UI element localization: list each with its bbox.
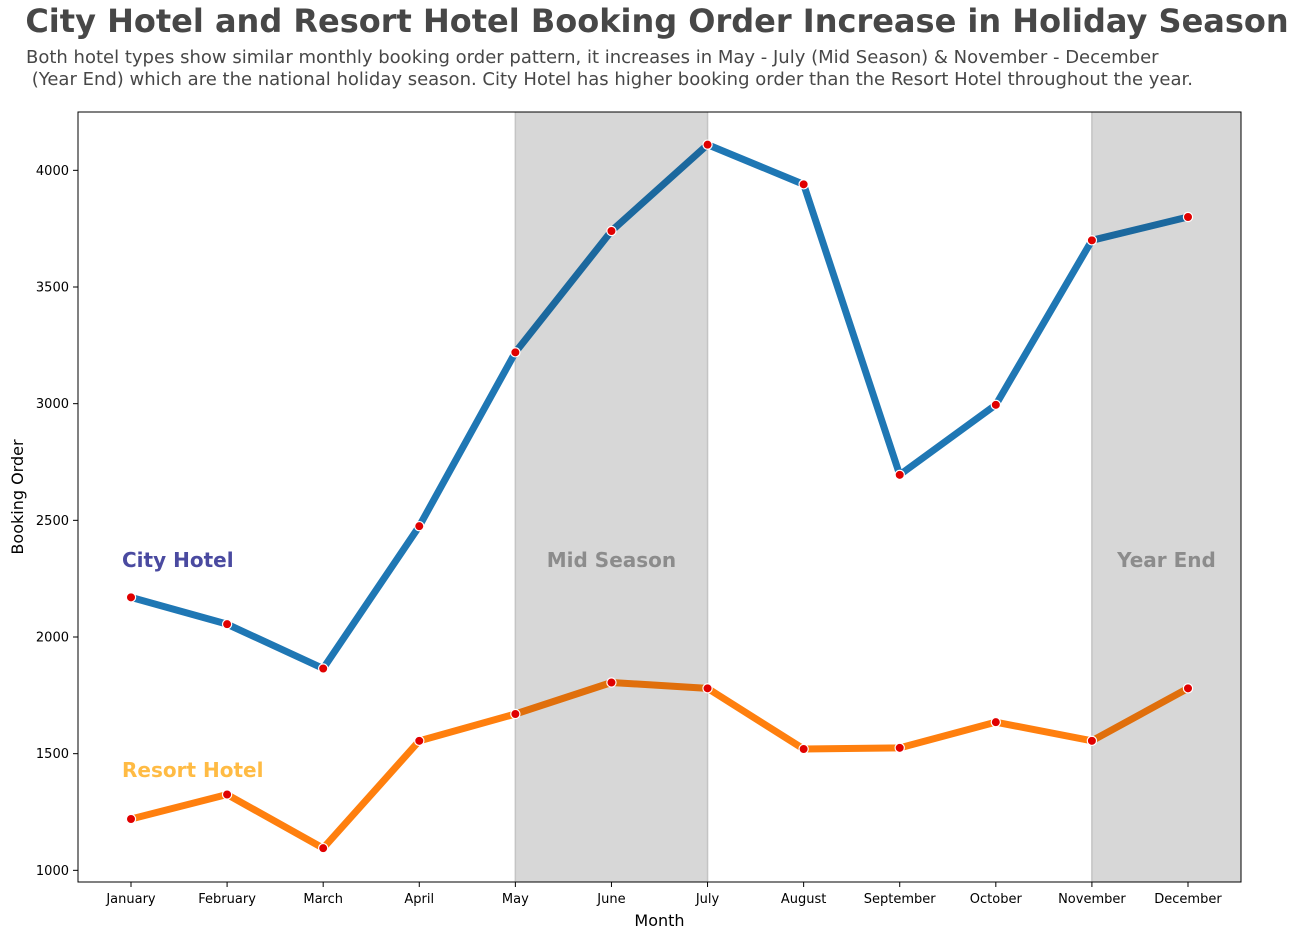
x-tick-label: April (404, 892, 434, 907)
data-point-resort-hotel (894, 742, 905, 754)
data-point-city-hotel (702, 139, 713, 150)
data-point-city-hotel (894, 469, 905, 481)
series-line-resort-hotel (130, 679, 1190, 852)
x-axis-label: Month (634, 911, 684, 930)
shaded-region-mid-season (515, 112, 708, 882)
chart-title: City Hotel and Resort Hotel Booking Orde… (25, 2, 1289, 40)
plot-frame (77, 111, 1242, 883)
y-axis-label: Booking Order (8, 439, 27, 555)
data-point-city-hotel (1182, 211, 1194, 223)
shaded-region-label: Year End (1116, 548, 1216, 572)
y-tick-label: 2500 (36, 514, 69, 529)
data-point-city-hotel (606, 225, 617, 237)
data-point-resort-hotel (1086, 735, 1098, 747)
shaded-region-label: Mid Season (547, 548, 676, 572)
series-label: Resort Hotel (122, 758, 263, 782)
x-tick-label: July (695, 892, 720, 907)
data-point-city-hotel (125, 592, 137, 603)
x-tick-label: September (864, 892, 937, 907)
x-tick-label: March (303, 892, 343, 907)
data-point-city-hotel (1086, 235, 1098, 246)
y-tick-label: 1000 (36, 864, 69, 879)
shaded-region-year-end (1091, 112, 1241, 882)
y-tick-label: 2000 (36, 631, 69, 646)
data-point-city-hotel (317, 663, 329, 674)
data-point-resort-hotel (317, 842, 329, 854)
series-label: City Hotel (122, 548, 234, 572)
series-line-shaded-resort-hotel (1090, 685, 1190, 744)
data-point-resort-hotel (702, 683, 713, 694)
data-point-resort-hotel (510, 708, 521, 720)
data-point-city-hotel (221, 618, 233, 630)
data-point-resort-hotel (1182, 683, 1194, 694)
x-tick-label: February (198, 892, 256, 907)
x-tick-label: October (970, 892, 1023, 907)
y-tick-label: 3500 (36, 281, 69, 296)
data-point-city-hotel (990, 399, 1002, 411)
data-point-city-hotel (510, 347, 521, 358)
data-point-resort-hotel (125, 813, 137, 825)
data-point-city-hotel (414, 520, 425, 532)
x-tick-label: June (596, 892, 625, 907)
x-tick-label: January (105, 892, 156, 907)
series-line-shaded-city-hotel (1091, 213, 1189, 244)
x-tick-label: May (502, 892, 529, 907)
data-point-city-hotel (798, 179, 809, 190)
y-tick-label: 1500 (36, 747, 69, 762)
y-tick-label: 4000 (36, 164, 69, 179)
y-tick-label: 3000 (36, 397, 69, 412)
series-line-city-hotel (130, 141, 1189, 672)
data-point-resort-hotel (798, 743, 809, 755)
data-point-resort-hotel (606, 677, 617, 688)
x-tick-label: December (1154, 892, 1222, 907)
x-tick-label: November (1058, 892, 1126, 907)
data-point-resort-hotel (414, 735, 425, 747)
x-tick-label: August (781, 892, 827, 907)
data-point-resort-hotel (221, 789, 233, 800)
chart-subtitle: Both hotel types show similar monthly bo… (26, 47, 1194, 90)
data-point-resort-hotel (990, 716, 1002, 728)
